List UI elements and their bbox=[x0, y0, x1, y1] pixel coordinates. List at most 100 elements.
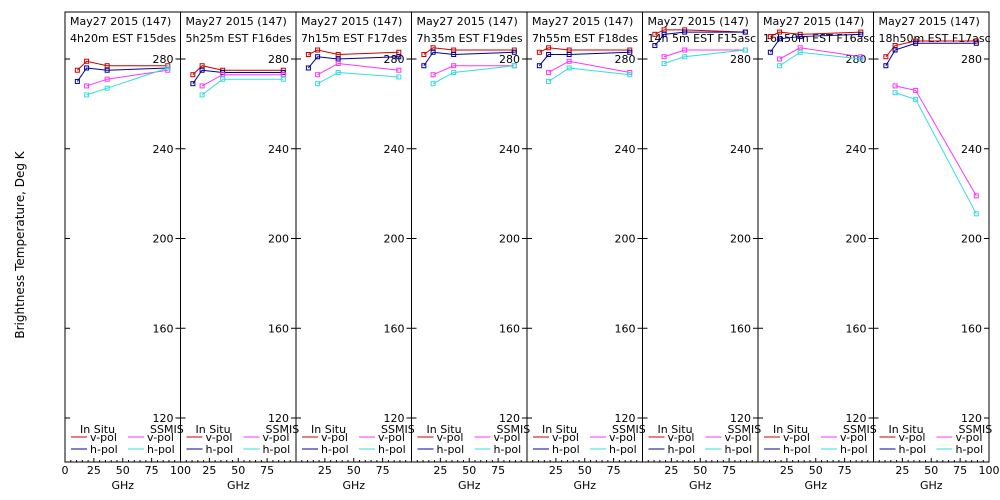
panel-date: May27 2015 (147) bbox=[417, 15, 518, 28]
legend-ssmis-vpol-label: v-pol bbox=[956, 431, 983, 444]
ssmis-vpol-point bbox=[430, 72, 436, 78]
legend-ssmis-vpol-label: v-pol bbox=[840, 431, 867, 444]
panel-1: 120 160 200 240 280 0 25 50 75 100 GHz May27 2015 (… bbox=[62, 11, 191, 492]
legend-ssmis-hpol-label: h-pol bbox=[840, 443, 868, 456]
legend-ssmis-vpol-label: v-pol bbox=[263, 431, 290, 444]
insitu-vpol-point bbox=[767, 34, 773, 40]
panel-7: 120 160 200 240 280 25 50 75 GHz May27 2015 (147)… bbox=[757, 11, 877, 492]
insitu-hpol-point bbox=[652, 43, 658, 49]
legend-insitu-hpol-label: h-pol bbox=[552, 443, 580, 456]
panel-info: 18h50m EST F17asc bbox=[879, 32, 991, 45]
legend-ssmis-hpol-label: h-pol bbox=[263, 443, 291, 456]
insitu-hpol-point bbox=[315, 54, 321, 60]
ssmis-hpol-point bbox=[858, 56, 864, 62]
panel-date: May27 2015 (147) bbox=[301, 15, 402, 28]
y-tick-label: 160 bbox=[499, 322, 520, 335]
insitu-vpol-point bbox=[74, 67, 80, 73]
y-tick-label: 280 bbox=[499, 53, 520, 66]
insitu-hpol-line bbox=[192, 69, 284, 84]
insitu-vpol-point bbox=[536, 49, 542, 55]
ssmis-vpol-point bbox=[451, 63, 457, 69]
legend-ssmis-vpol-label: v-pol bbox=[494, 431, 521, 444]
legend-insitu-hpol-label: h-pol bbox=[783, 443, 811, 456]
panel-info: 7h35m EST F19des bbox=[417, 32, 523, 45]
ssmis-hpol-point bbox=[165, 65, 171, 71]
insitu-hpol-line bbox=[423, 51, 515, 67]
y-tick-label: 280 bbox=[153, 53, 174, 66]
legend-insitu-title: In Situ bbox=[773, 423, 808, 436]
ssmis-hpol-line bbox=[317, 71, 399, 85]
ssmis-vpol-line bbox=[86, 69, 168, 87]
insitu-vpol-point bbox=[652, 31, 658, 37]
y-tick-label: 160 bbox=[615, 322, 636, 335]
insitu-hpol-point bbox=[858, 31, 864, 37]
legend-ssmis-hpol-label: h-pol bbox=[956, 443, 984, 456]
legend-ssmis-vpol-label: v-pol bbox=[725, 431, 752, 444]
legend-insitu-hpol-label: h-pol bbox=[668, 443, 696, 456]
y-tick-label: 200 bbox=[846, 233, 867, 246]
insitu-hpol-line bbox=[769, 33, 861, 53]
x-axis-label: GHz bbox=[920, 479, 943, 492]
panel-info: 4h20m EST F15des bbox=[70, 32, 176, 45]
y-tick-label: 200 bbox=[499, 233, 520, 246]
ssmis-hpol-point bbox=[104, 85, 110, 91]
legend-ssmis-title: SSMIS bbox=[612, 423, 646, 436]
ssmis-hpol-point bbox=[280, 76, 286, 82]
legend-ssmis-title: SSMIS bbox=[150, 423, 184, 436]
x-tick-label: 50 bbox=[462, 464, 476, 477]
ssmis-hpol-point bbox=[335, 69, 341, 75]
panel-date: May27 2015 (147) bbox=[648, 15, 749, 28]
ssmis-hpol-point bbox=[566, 65, 572, 71]
insitu-hpol-point bbox=[74, 78, 80, 84]
ssmis-hpol-point bbox=[396, 74, 402, 80]
ssmis-hpol-point bbox=[511, 63, 517, 69]
y-tick-label: 160 bbox=[730, 322, 751, 335]
insitu-hpol-point bbox=[396, 54, 402, 60]
ssmis-vpol-point bbox=[84, 83, 90, 89]
x-tick-label: 25 bbox=[87, 464, 101, 477]
insitu-vpol-point bbox=[84, 58, 90, 64]
ssmis-vpol-point bbox=[104, 76, 110, 82]
ssmis-vpol-line bbox=[201, 74, 284, 87]
ssmis-vpol-point bbox=[913, 87, 919, 93]
panels-group: 120 160 200 240 280 0 25 50 75 100 GHz May27 2015 (… bbox=[62, 11, 1000, 492]
ssmis-hpol-point bbox=[315, 81, 321, 87]
insitu-vpol-line bbox=[423, 47, 515, 55]
ssmis-hpol-point bbox=[892, 90, 898, 96]
insitu-hpol-point bbox=[546, 52, 552, 58]
panel-info: 7h55m EST F18des bbox=[532, 32, 638, 45]
insitu-hpol-point bbox=[797, 34, 803, 40]
insitu-vpol-line bbox=[192, 65, 284, 76]
ssmis-hpol-line bbox=[201, 78, 284, 96]
y-tick-label: 200 bbox=[615, 233, 636, 246]
panel-4: 120 160 200 240 280 25 50 75 GHz May27 2015 (147)… bbox=[411, 11, 530, 492]
y-tick-label: 160 bbox=[961, 322, 982, 335]
insitu-hpol-point bbox=[451, 52, 457, 58]
insitu-hpol-point bbox=[661, 31, 667, 37]
ssmis-hpol-point bbox=[451, 69, 457, 75]
x-axis-label: GHz bbox=[111, 479, 134, 492]
x-tick-label: 75 bbox=[838, 464, 852, 477]
ssmis-hpol-point bbox=[546, 78, 552, 84]
ssmis-hpol-point bbox=[84, 92, 90, 98]
insitu-hpol-point bbox=[913, 40, 919, 46]
panel-5: 120 160 200 240 280 25 50 75 GHz May27 2015 (147)… bbox=[526, 11, 646, 492]
y-tick-label: 280 bbox=[846, 53, 867, 66]
x-axis-label: GHz bbox=[342, 479, 365, 492]
insitu-hpol-point bbox=[627, 49, 633, 55]
legend-ssmis-title: SSMIS bbox=[728, 423, 762, 436]
insitu-vpol-point bbox=[421, 52, 427, 58]
insitu-hpol-point bbox=[536, 63, 542, 69]
x-tick-label: 50 bbox=[809, 464, 823, 477]
insitu-hpol-line bbox=[538, 51, 630, 67]
insitu-hpol-point bbox=[767, 49, 773, 55]
ssmis-vpol-point bbox=[199, 83, 205, 89]
legend-ssmis-hpol-label: h-pol bbox=[378, 443, 406, 456]
insitu-hpol-point bbox=[199, 67, 205, 73]
ssmis-hpol-line bbox=[86, 67, 168, 96]
ssmis-vpol-point bbox=[396, 67, 402, 73]
legend-ssmis-title: SSMIS bbox=[843, 423, 877, 436]
